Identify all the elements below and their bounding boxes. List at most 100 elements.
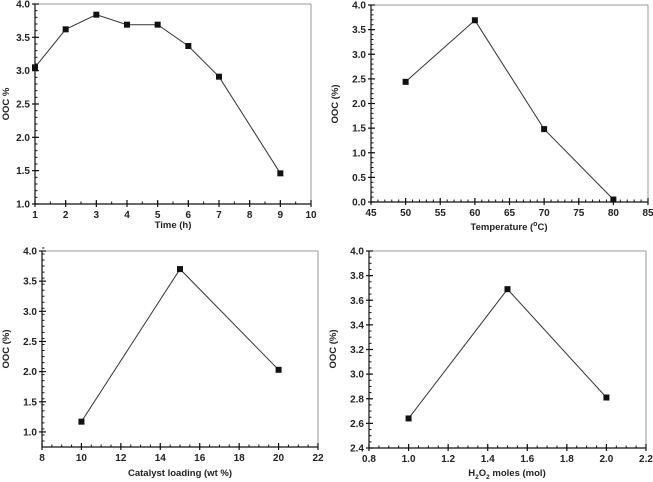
y-tick-label: 3.6 [350, 296, 364, 307]
x-tick-label: 1.8 [560, 454, 574, 465]
y-tick-label: 3.0 [350, 370, 364, 381]
x-tick-label: 1.6 [520, 454, 534, 465]
y-tick-label: 1.5 [16, 166, 30, 177]
data-point [504, 286, 511, 293]
x-tick-label: 2.0 [599, 454, 613, 465]
x-tick-label: 10 [76, 453, 88, 464]
x-tick-label: 55 [435, 208, 447, 219]
x-tick-label: 60 [469, 208, 481, 219]
y-tick-label: 2.5 [23, 337, 37, 348]
data-point [62, 26, 69, 33]
data-point [277, 170, 284, 177]
x-tick-label: 65 [504, 208, 516, 219]
x-tick-label: 1.0 [402, 454, 416, 465]
x-axis-title-degree: o [533, 221, 537, 228]
y-tick-label: 2.4 [350, 444, 364, 455]
x-tick-label: 85 [642, 208, 653, 219]
data-point [402, 78, 409, 85]
data-point [93, 11, 100, 18]
data-point [32, 64, 38, 71]
data-point [541, 126, 548, 133]
x-tick-label: 6 [186, 210, 192, 221]
y-tick-label: 1.5 [352, 124, 366, 135]
x-axis-title-o: O [479, 468, 486, 479]
y-tick-label: 2.0 [352, 99, 366, 110]
x-axis-title: Temperature (oC) [471, 221, 548, 233]
series-line [408, 288, 607, 419]
x-tick-label: 1.2 [441, 454, 455, 465]
data-point [124, 21, 130, 28]
x-tick-label: 8 [39, 453, 45, 464]
x-tick-label: 22 [312, 453, 324, 464]
x-tick-label: 16 [194, 453, 206, 464]
y-tick-label: 3.0 [16, 66, 30, 77]
y-tick-label: 3.2 [350, 345, 364, 356]
data-point [471, 17, 478, 24]
x-tick-label: 9 [278, 210, 284, 221]
x-tick-label: 0.8 [362, 454, 376, 465]
series-line [405, 19, 614, 200]
x-tick-label: 2.2 [639, 454, 653, 465]
y-tick-label: 2.6 [350, 419, 364, 430]
x-axis-title: H2O2 moles (mol) [468, 468, 545, 481]
x-tick-label: 70 [539, 208, 551, 219]
y-tick-label: 4.0 [23, 247, 37, 258]
y-axis-title: OOC (%) [1, 329, 12, 368]
data-point [405, 415, 412, 422]
y-tick-label: 2.8 [350, 394, 364, 405]
y-tick-label: 3.4 [350, 320, 364, 331]
y-tick-label: 0.0 [352, 198, 366, 209]
data-point [78, 418, 85, 425]
x-tick-label: 1.4 [481, 454, 495, 465]
x-tick-label: 8 [247, 210, 253, 221]
y-axis-title: OOC % [1, 87, 12, 120]
y-tick-label: 4.0 [16, 0, 30, 11]
series-line [80, 268, 279, 422]
y-tick-label: 0.5 [352, 173, 366, 184]
y-tick-label: 1.0 [23, 427, 37, 438]
x-axis-title-sub2: 2 [486, 474, 490, 481]
x-tick-label: 3 [94, 210, 100, 221]
y-tick-label: 1.0 [352, 148, 366, 159]
x-tick-label: 20 [273, 453, 285, 464]
x-tick-label: 80 [608, 208, 620, 219]
data-point [177, 266, 183, 273]
data-point [216, 73, 222, 80]
y-tick-label: 4.0 [352, 1, 366, 12]
data-point [610, 196, 617, 203]
y-tick-label: 2.5 [16, 100, 30, 111]
x-tick-label: 7 [216, 210, 222, 221]
chart-time: Time (h) OOC % 1 2 3 4 5 6 7 8 9 10 1.0 1.5 2.0 2.5 3.… [1, 0, 317, 231]
x-tick-label: 10 [305, 210, 317, 221]
x-axis-title-sub1: 2 [475, 474, 479, 481]
x-axis-title: Time (h) [155, 220, 192, 231]
x-tick-label: 45 [365, 208, 377, 219]
chart-catalyst-loading: Catalyst loading (wt %) OOC (%) 8 10 12 14 1… [1, 247, 324, 480]
x-tick-label: 4 [124, 210, 130, 221]
x-tick-label: 5 [155, 210, 161, 221]
x-tick-label: 50 [400, 208, 412, 219]
y-tick-label: 4.0 [350, 247, 364, 258]
y-axis-title: OOC (%) [328, 329, 339, 368]
x-axis-title: Catalyst loading (wt %) [128, 468, 232, 479]
data-point [603, 394, 610, 401]
x-tick-label: 1 [32, 210, 38, 221]
x-axis-title-tail: moles (mol) [490, 468, 546, 479]
x-axis-title-text: Temperature ( [471, 222, 534, 233]
y-axis-title: OOC (%) [330, 84, 341, 123]
x-tick-label: 14 [155, 453, 167, 464]
y-tick-label: 2.5 [352, 74, 366, 85]
x-axis-title-tail: C) [537, 222, 547, 233]
chart-temperature: Temperature (oC) OOC (%) 45 50 55 60 65 70 75 8… [330, 1, 653, 234]
y-tick-label: 2.0 [23, 367, 37, 378]
y-tick-label: 3.8 [350, 271, 364, 282]
x-tick-label: 75 [573, 208, 585, 219]
y-tick-label: 1.5 [23, 397, 37, 408]
chart-h2o2-moles: H2O2 moles (mol) OOC (%) 0.8 1.0 1.2 1.4 1.6… [328, 247, 653, 482]
y-tick-label: 3.5 [352, 25, 366, 36]
data-point [185, 43, 192, 49]
y-tick-label: 2.0 [16, 133, 30, 144]
y-tick-label: 3.0 [352, 50, 366, 61]
data-point [275, 366, 282, 373]
